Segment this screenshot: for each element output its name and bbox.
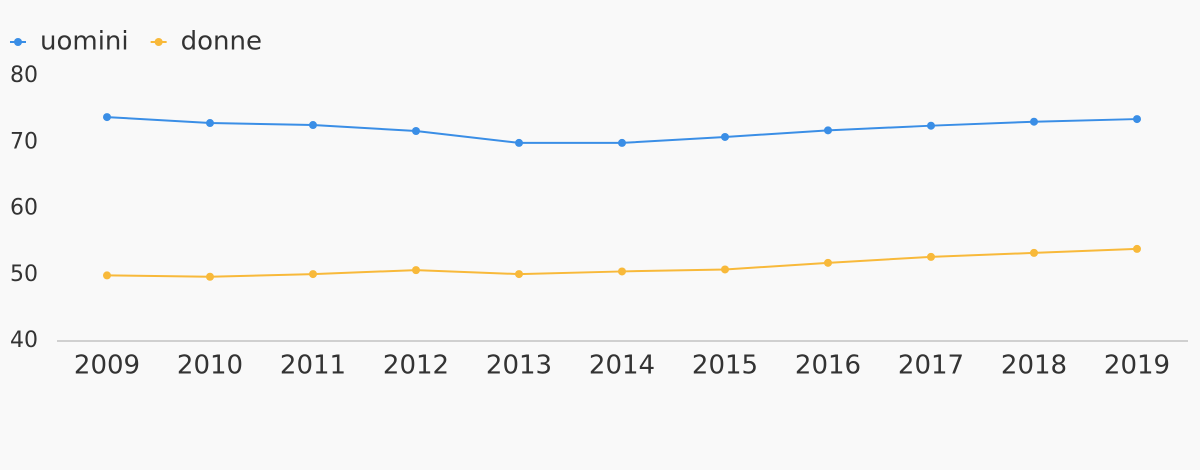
legend-label[interactable]: uomini	[40, 27, 129, 57]
x-tick-label: 2009	[74, 351, 140, 381]
data-point	[927, 252, 935, 261]
data-point	[824, 258, 832, 267]
legend-label[interactable]: donne	[181, 27, 262, 57]
data-point	[927, 121, 935, 130]
data-point	[1030, 248, 1038, 257]
data-point	[1133, 244, 1141, 253]
data-point	[1133, 115, 1141, 124]
data-point	[206, 272, 214, 281]
data-point	[721, 265, 729, 274]
x-tick-label: 2016	[795, 351, 861, 381]
x-tick-label: 2015	[692, 351, 758, 381]
data-point	[618, 138, 626, 147]
y-tick-label: 50	[10, 262, 38, 287]
x-tick-label: 2019	[1104, 351, 1170, 381]
legend-marker	[14, 38, 22, 46]
y-tick-label: 40	[10, 328, 38, 353]
x-tick-label: 2017	[898, 351, 964, 381]
x-tick-label: 2014	[589, 351, 655, 381]
data-point	[309, 121, 317, 130]
data-point	[824, 126, 832, 135]
y-tick-label: 60	[10, 196, 38, 221]
x-tick-label: 2013	[486, 351, 552, 381]
data-point	[103, 271, 111, 280]
data-point	[309, 270, 317, 279]
data-point	[515, 138, 523, 147]
x-tick-label: 2011	[280, 351, 346, 381]
legend-marker	[154, 38, 163, 46]
y-tick-label: 80	[10, 63, 38, 88]
x-tick-label: 2012	[383, 351, 449, 381]
data-point	[618, 267, 626, 276]
x-tick-label: 2018	[1001, 351, 1067, 381]
data-point	[721, 132, 729, 141]
data-point	[1030, 117, 1038, 126]
data-point	[515, 270, 523, 279]
data-point	[103, 113, 111, 122]
data-point	[412, 126, 420, 135]
y-tick-label: 70	[10, 129, 38, 154]
x-tick-label: 2010	[177, 351, 243, 381]
data-point	[412, 266, 420, 275]
data-point	[206, 119, 214, 128]
